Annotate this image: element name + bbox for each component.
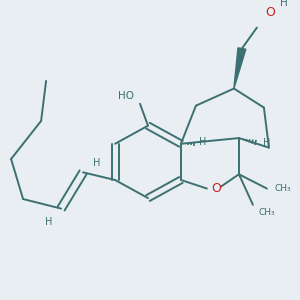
Text: H: H [280,0,288,8]
Text: H: H [45,217,53,227]
Text: HO: HO [118,91,134,101]
Text: CH₃: CH₃ [259,208,275,217]
Polygon shape [234,48,246,88]
Text: CH₃: CH₃ [274,184,291,193]
Text: H: H [93,158,101,168]
Text: H: H [263,138,271,148]
Text: O: O [265,6,275,19]
Text: H: H [199,137,207,147]
Text: O: O [211,182,221,195]
